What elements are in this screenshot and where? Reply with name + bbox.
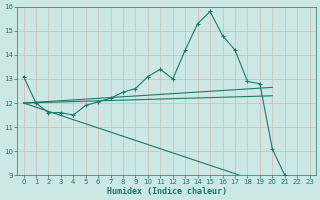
X-axis label: Humidex (Indice chaleur): Humidex (Indice chaleur) [107,187,227,196]
